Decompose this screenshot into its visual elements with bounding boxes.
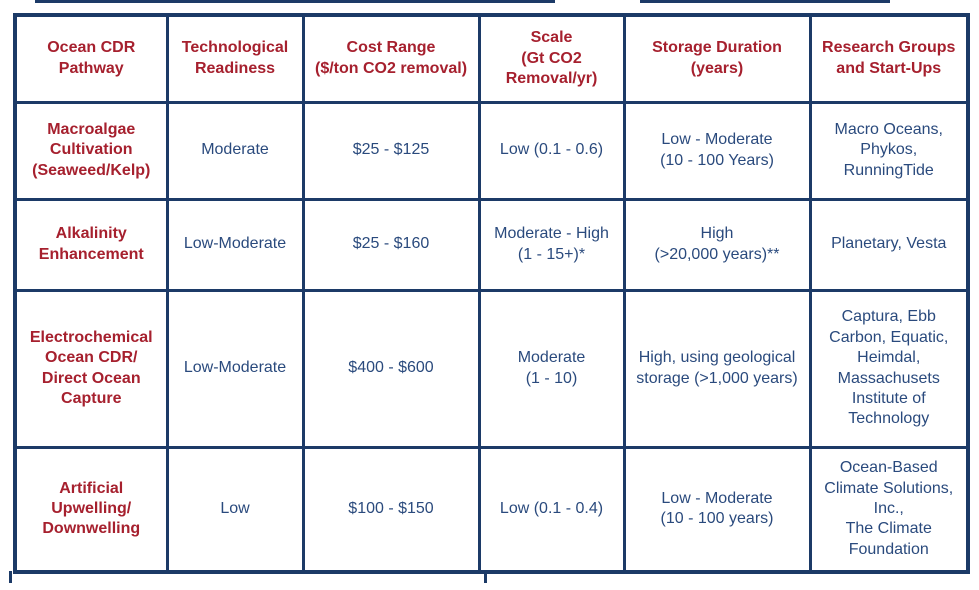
header-research-groups: Research Groups and Start-Ups [808,13,970,104]
table-row-artificial-upwelling: Artificial Upwelling/ Downwelling Low $1… [13,445,970,574]
table-row-electrochemical: Electrochemical Ocean CDR/ Direct Ocean … [13,288,970,449]
readiness-cell: Low-Moderate [165,197,305,292]
research-groups-cell: Planetary, Vesta [808,197,970,292]
cropped-gridline-artifact [35,0,555,3]
table-row-alkalinity: Alkalinity Enhancement Low-Moderate $25 … [13,197,970,292]
storage-duration-cell: High, using geological storage (>1,000 y… [622,288,812,449]
scale-cell: Moderate - High (1 - 15+)* [477,197,626,292]
header-ocean-cdr-pathway: Ocean CDR Pathway [13,13,169,104]
cost-range-cell: $400 - $600 [301,288,481,449]
header-technological-readiness: Technological Readiness [165,13,305,104]
table-row-macroalgae: Macroalgae Cultivation (Seaweed/Kelp) Mo… [13,100,970,201]
cropped-gridline-artifact [640,0,890,3]
scale-cell: Low (0.1 - 0.4) [477,445,626,574]
storage-duration-cell: Low - Moderate (10 - 100 Years) [622,100,812,201]
cost-range-cell: $25 - $125 [301,100,481,201]
cropped-gridline-artifact [484,571,487,583]
readiness-cell: Low [165,445,305,574]
cost-range-cell: $100 - $150 [301,445,481,574]
cost-range-cell: $25 - $160 [301,197,481,292]
header-scale: Scale (Gt CO2 Removal/yr) [477,13,626,104]
pathway-cell: Alkalinity Enhancement [13,197,169,292]
pathway-cell: Electrochemical Ocean CDR/ Direct Ocean … [13,288,169,449]
scale-cell: Low (0.1 - 0.6) [477,100,626,201]
header-storage-duration: Storage Duration (years) [622,13,812,104]
cropped-gridline-artifact [9,571,12,583]
header-cost-range: Cost Range ($/ton CO2 removal) [301,13,481,104]
pathway-cell: Macroalgae Cultivation (Seaweed/Kelp) [13,100,169,201]
storage-duration-cell: High (>20,000 years)** [622,197,812,292]
storage-duration-cell: Low - Moderate (10 - 100 years) [622,445,812,574]
pathway-cell: Artificial Upwelling/ Downwelling [13,445,169,574]
scale-cell: Moderate (1 - 10) [477,288,626,449]
readiness-cell: Low-Moderate [165,288,305,449]
research-groups-cell: Ocean-Based Climate Solutions, Inc., The… [808,445,970,574]
research-groups-cell: Macro Oceans, Phykos, RunningTide [808,100,970,201]
readiness-cell: Moderate [165,100,305,201]
header-row: Ocean CDR Pathway Technological Readines… [13,13,970,104]
ocean-cdr-comparison-table: Ocean CDR Pathway Technological Readines… [13,13,970,574]
research-groups-cell: Captura, Ebb Carbon, Equatic, Heimdal, M… [808,288,970,449]
